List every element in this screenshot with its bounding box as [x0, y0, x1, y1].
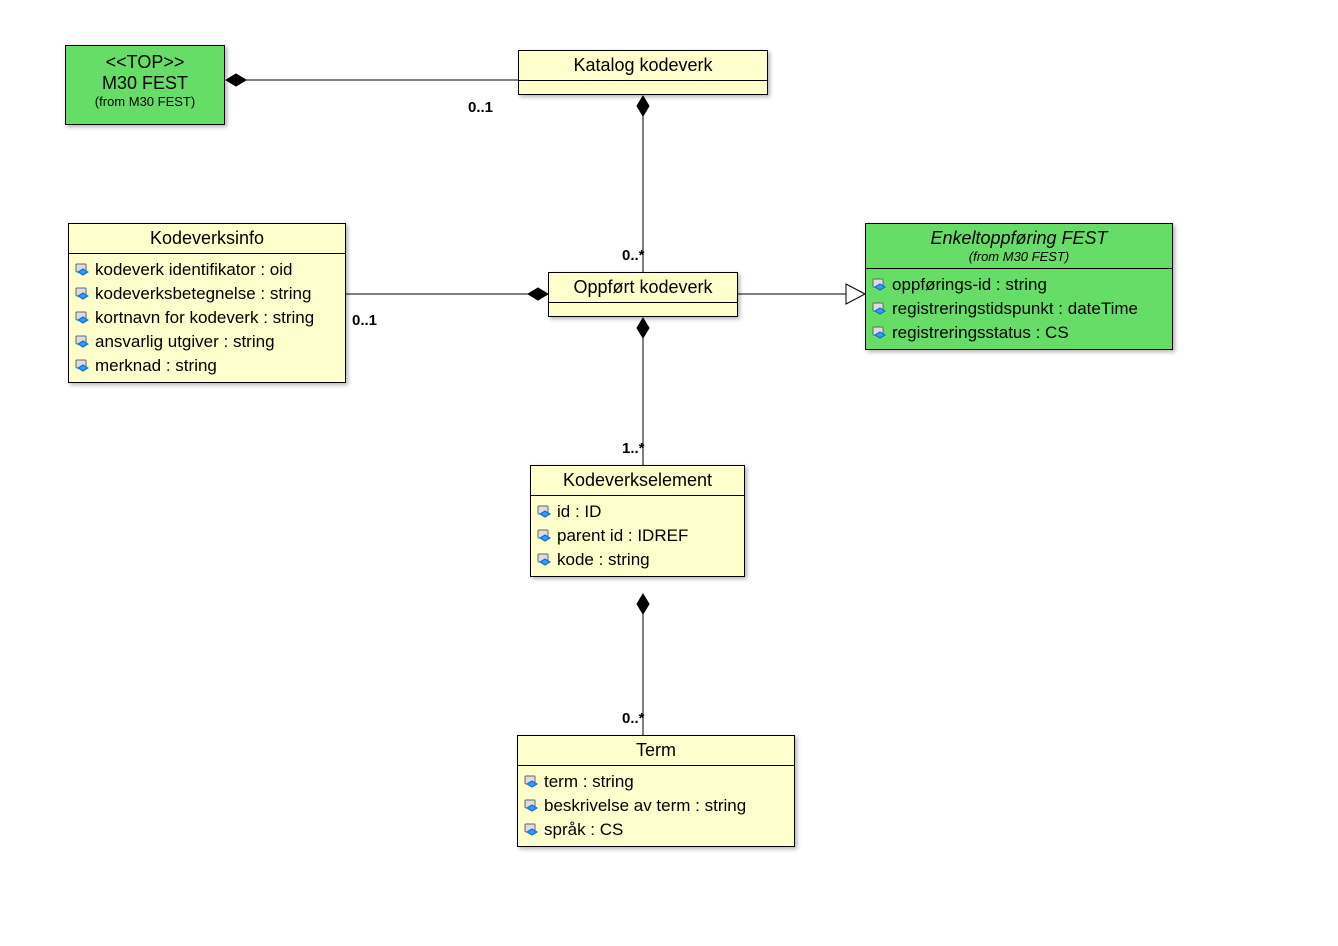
class-term: Term term : string beskrivelse av term :…	[517, 735, 795, 847]
attr-icon	[524, 823, 540, 837]
attr-text: kortnavn for kodeverk : string	[95, 308, 314, 328]
attr-text: språk : CS	[544, 820, 623, 840]
attr-icon	[75, 335, 91, 349]
attr-row: registreringstidspunkt : dateTime	[872, 297, 1166, 321]
uml-diagram: <<TOP>> M30 FEST (from M30 FEST) Katalog…	[0, 0, 1338, 946]
class-title: Katalog kodeverk	[519, 51, 767, 81]
attr-row: term : string	[524, 770, 788, 794]
attr-icon	[75, 311, 91, 325]
attr-row: id : ID	[537, 500, 738, 524]
class-name: Oppført kodeverk	[557, 277, 729, 298]
class-katalog: Katalog kodeverk	[518, 50, 768, 95]
attr-row: språk : CS	[524, 818, 788, 842]
multiplicity-label: 0..*	[622, 247, 645, 264]
attr-row: beskrivelse av term : string	[524, 794, 788, 818]
class-title: Enkeltoppføring FEST (from M30 FEST)	[866, 224, 1172, 269]
attr-row: kodeverksbetegnelse : string	[75, 282, 339, 306]
class-enkelt: Enkeltoppføring FEST (from M30 FEST) opp…	[865, 223, 1173, 350]
class-name: Katalog kodeverk	[527, 55, 759, 76]
class-name: Kodeverksinfo	[77, 228, 337, 249]
multiplicity-label: 0..1	[352, 312, 377, 329]
class-title: Kodeverksinfo	[69, 224, 345, 254]
class-title: Oppført kodeverk	[549, 273, 737, 303]
class-title: <<TOP>> M30 FEST (from M30 FEST)	[66, 46, 224, 113]
attr-row: merknad : string	[75, 354, 339, 378]
attr-text: oppførings-id : string	[892, 275, 1047, 295]
multiplicity-label: 0..*	[622, 710, 645, 727]
attr-text: kodeverk identifikator : oid	[95, 260, 293, 280]
class-attrs: id : ID parent id : IDREF kode : string	[531, 496, 744, 576]
attr-text: kodeverksbetegnelse : string	[95, 284, 311, 304]
attr-row: ansvarlig utgiver : string	[75, 330, 339, 354]
class-name: Term	[526, 740, 786, 761]
multiplicity-label: 1..*	[622, 440, 645, 457]
attr-text: merknad : string	[95, 356, 217, 376]
attr-row: oppførings-id : string	[872, 273, 1166, 297]
class-oppfort: Oppført kodeverk	[548, 272, 738, 317]
multiplicity-label: 0..1	[468, 99, 493, 116]
attr-icon	[524, 775, 540, 789]
class-from: (from M30 FEST)	[74, 94, 216, 109]
class-title: Term	[518, 736, 794, 766]
class-name: Kodeverkselement	[539, 470, 736, 491]
attr-row: kodeverk identifikator : oid	[75, 258, 339, 282]
attr-icon	[872, 326, 888, 340]
attr-text: registreringsstatus : CS	[892, 323, 1069, 343]
attr-icon	[524, 799, 540, 813]
attr-icon	[75, 287, 91, 301]
attr-icon	[872, 302, 888, 316]
attr-text: ansvarlig utgiver : string	[95, 332, 275, 352]
attr-row: parent id : IDREF	[537, 524, 738, 548]
attr-text: term : string	[544, 772, 634, 792]
class-attrs-empty	[519, 81, 767, 89]
attr-row: kode : string	[537, 548, 738, 572]
attr-text: beskrivelse av term : string	[544, 796, 746, 816]
class-top-fest: <<TOP>> M30 FEST (from M30 FEST)	[65, 45, 225, 125]
stereotype: <<TOP>>	[74, 52, 216, 73]
attr-text: id : ID	[557, 502, 601, 522]
class-kodeverksinfo: Kodeverksinfo kodeverk identifikator : o…	[68, 223, 346, 383]
attr-text: kode : string	[557, 550, 650, 570]
attr-icon	[537, 529, 553, 543]
attr-icon	[872, 278, 888, 292]
class-from: (from M30 FEST)	[874, 249, 1164, 264]
attr-icon	[537, 505, 553, 519]
attr-text: parent id : IDREF	[557, 526, 688, 546]
class-name: M30 FEST	[74, 73, 216, 94]
attr-text: registreringstidspunkt : dateTime	[892, 299, 1138, 319]
class-title: Kodeverkselement	[531, 466, 744, 496]
class-attrs: oppførings-id : string registreringstids…	[866, 269, 1172, 349]
attr-icon	[75, 359, 91, 373]
class-kodeverkselement: Kodeverkselement id : ID parent id : IDR…	[530, 465, 745, 577]
class-name: Enkeltoppføring FEST	[874, 228, 1164, 249]
class-attrs-empty	[549, 303, 737, 311]
class-attrs: term : string beskrivelse av term : stri…	[518, 766, 794, 846]
attr-row: kortnavn for kodeverk : string	[75, 306, 339, 330]
attr-icon	[537, 553, 553, 567]
class-attrs: kodeverk identifikator : oid kodeverksbe…	[69, 254, 345, 382]
attr-row: registreringsstatus : CS	[872, 321, 1166, 345]
attr-icon	[75, 263, 91, 277]
